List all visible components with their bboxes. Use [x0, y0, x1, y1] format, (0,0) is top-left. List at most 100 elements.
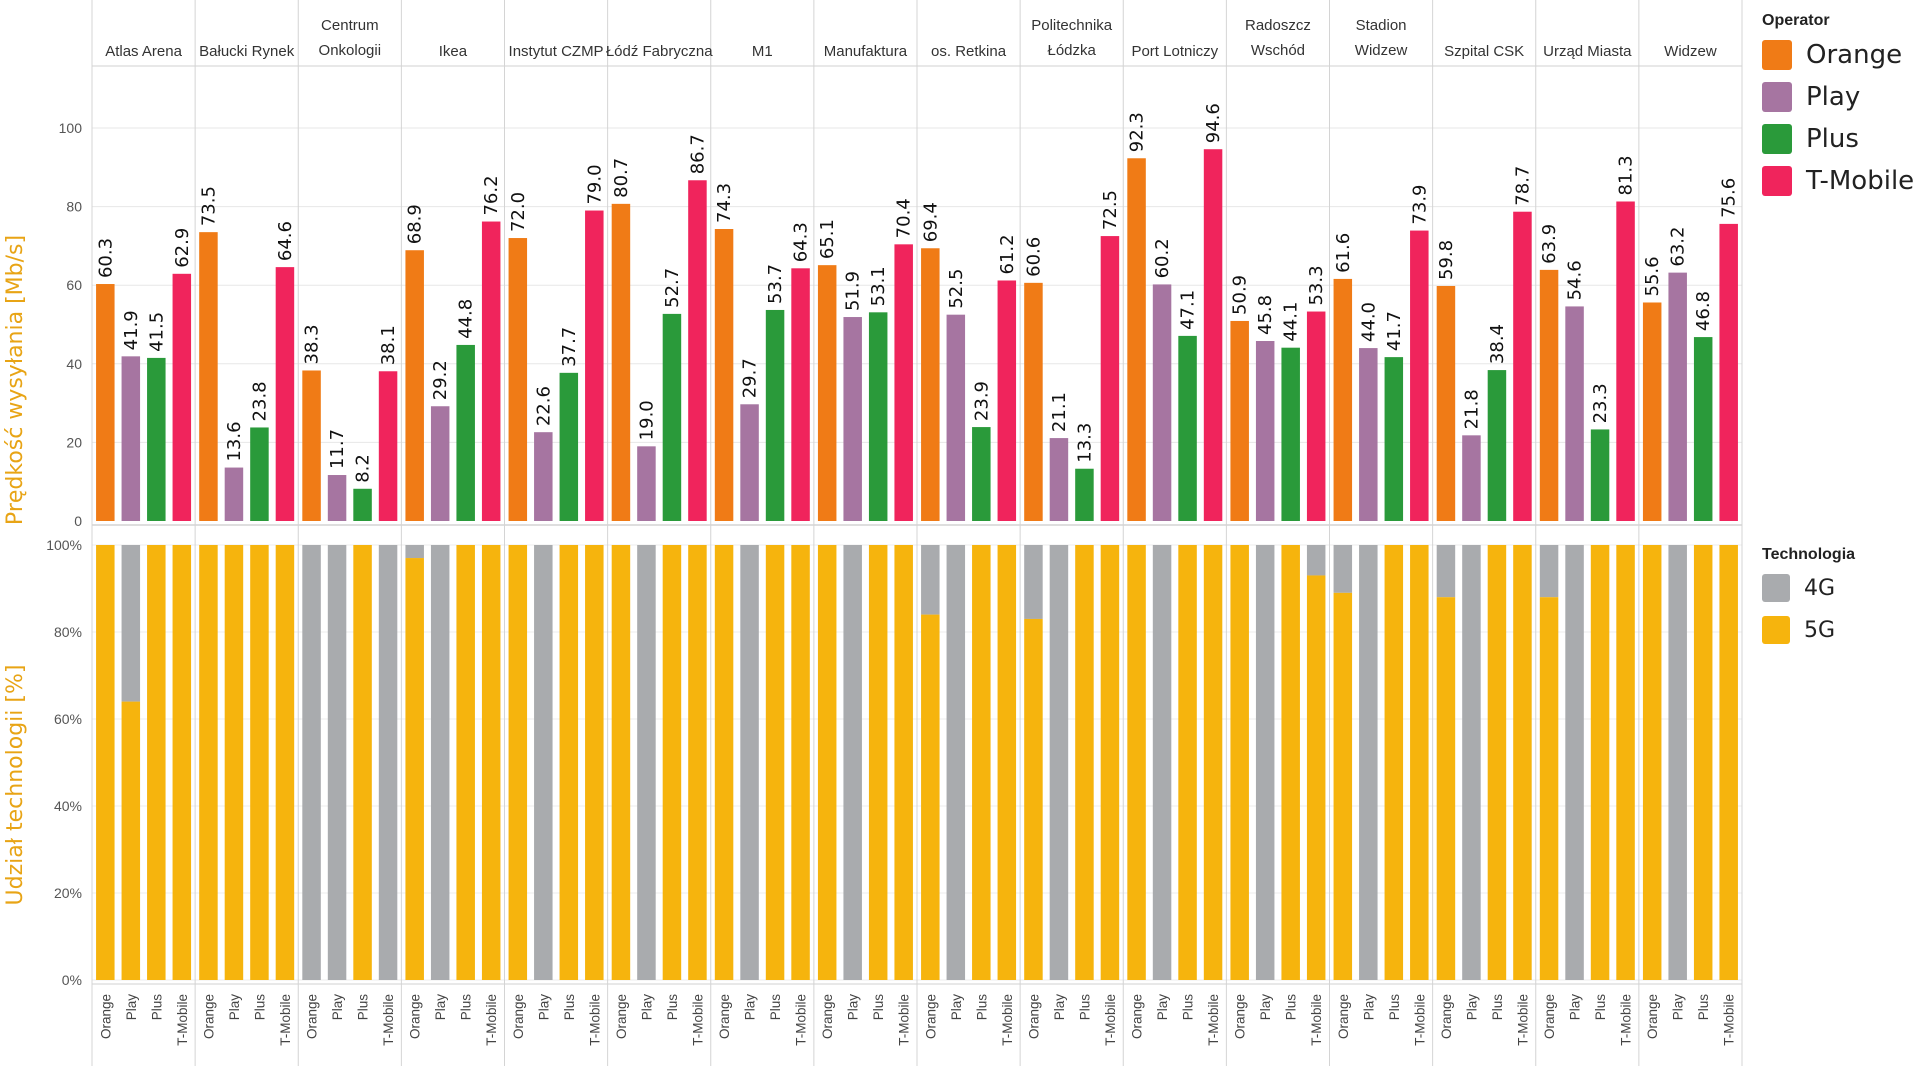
- category-label-line: Politechnika: [1031, 17, 1113, 34]
- tech-5g-bar: [1281, 545, 1300, 980]
- speed-value-label: 54.6: [1565, 260, 1586, 300]
- tech-5g-bar: [1230, 545, 1249, 980]
- technology-legend-item[interactable]: 5G: [1762, 616, 1855, 644]
- speed-bar: [1100, 236, 1120, 521]
- tech-5g-bar: [817, 545, 837, 980]
- speed-bar: [147, 357, 166, 521]
- tech-5g-bar: [1513, 545, 1532, 980]
- speed-bar: [817, 265, 837, 521]
- tech-4g-bar: [1024, 545, 1043, 619]
- tech-5g-bar: [1719, 545, 1738, 980]
- speed-bar: [1462, 435, 1481, 521]
- tech-4g-bar: [121, 545, 141, 702]
- operator-legend-item[interactable]: Plus: [1762, 124, 1914, 154]
- category-label: Atlas Arena: [105, 43, 182, 60]
- category-label-line: Radoszcz: [1245, 17, 1311, 34]
- technology-legend-item[interactable]: 4G: [1762, 574, 1855, 602]
- speed-bar: [688, 180, 707, 522]
- tech-y-tick: 100%: [46, 537, 82, 553]
- speed-value-label: 75.6: [1719, 178, 1740, 218]
- category-label-line: Onkologii: [319, 42, 382, 59]
- tech-5g-bar: [559, 545, 579, 980]
- category-label: Radoszcz Wschód: [1245, 17, 1311, 59]
- operator-legend-item[interactable]: Orange: [1762, 40, 1914, 70]
- tech-4g-bar: [1359, 545, 1378, 980]
- operator-x-tick: Orange: [1645, 994, 1660, 1039]
- speed-value-label: 21.1: [1049, 392, 1070, 432]
- speed-bar: [972, 427, 991, 521]
- speed-y-tick: 100: [59, 120, 83, 136]
- speed-bar: [1306, 311, 1326, 521]
- speed-value-label: 73.5: [198, 186, 219, 226]
- operator-x-tick: Plus: [768, 994, 783, 1021]
- speed-bar: [1693, 337, 1713, 521]
- speed-value-label: 60.3: [95, 238, 116, 278]
- tech-5g-bar: [353, 545, 372, 980]
- speed-bar: [1513, 211, 1532, 522]
- tech-5g-bar: [456, 545, 475, 980]
- tech-y-tick: 20%: [54, 885, 82, 901]
- tech-5g-bar: [405, 558, 424, 980]
- operator-x-tick: Orange: [408, 994, 423, 1039]
- speed-value-label: 53.1: [868, 266, 889, 306]
- speed-bar: [1487, 370, 1507, 521]
- speed-bar: [765, 309, 785, 521]
- speed-y-axis-label: Prędkość wysyłania [Mb/s]: [3, 235, 28, 525]
- speed-bar: [1255, 341, 1275, 521]
- speed-value-label: 11.7: [327, 429, 348, 469]
- speed-value-label: 50.9: [1230, 275, 1251, 315]
- speed-value-label: 94.6: [1203, 103, 1224, 143]
- tech-5g-bar: [1539, 597, 1559, 980]
- tech-5g-bar: [508, 545, 528, 980]
- speed-value-label: 46.8: [1693, 291, 1714, 331]
- speed-bar: [1281, 347, 1300, 521]
- speed-value-label: 65.1: [817, 219, 838, 259]
- speed-bar: [1049, 438, 1069, 521]
- speed-value-label: 76.2: [481, 175, 502, 215]
- operator-x-tick: T-Mobile: [1103, 994, 1118, 1046]
- operator-legend-swatch: [1762, 40, 1792, 70]
- speed-bar: [275, 267, 295, 521]
- tech-5g-bar: [1203, 545, 1223, 980]
- speed-bar: [1565, 306, 1584, 521]
- operator-x-tick: Plus: [252, 994, 267, 1021]
- operator-x-tick: Plus: [1490, 994, 1505, 1021]
- speed-value-label: 37.7: [559, 327, 580, 367]
- speed-value-label: 74.3: [714, 183, 735, 223]
- speed-value-label: 68.9: [405, 204, 426, 244]
- operator-x-tick: Play: [433, 994, 448, 1021]
- technology-legend-title: Technologia: [1762, 546, 1856, 563]
- speed-bar: [250, 427, 269, 521]
- tech-4g-bar: [1152, 545, 1172, 980]
- category-label: Politechnika Łódzka: [1031, 17, 1113, 59]
- speed-bar: [559, 372, 579, 521]
- operator-x-tick: Orange: [923, 994, 938, 1039]
- tech-y-tick: 40%: [54, 798, 82, 814]
- speed-bar: [611, 203, 631, 521]
- tech-5g-bar: [1075, 545, 1094, 980]
- category-label: Widzew: [1664, 43, 1717, 60]
- operator-legend-item[interactable]: T-Mobile: [1762, 166, 1914, 196]
- operator-x-tick: Play: [1155, 994, 1170, 1021]
- speed-value-label: 29.7: [740, 358, 761, 398]
- category-label: Łódź Fabryczna: [606, 43, 713, 60]
- operator-legend-swatch: [1762, 124, 1792, 154]
- operator-x-tick: Orange: [820, 994, 835, 1039]
- speed-value-label: 72.5: [1100, 190, 1121, 230]
- speed-value-label: 78.7: [1512, 166, 1533, 206]
- speed-value-label: 45.8: [1255, 295, 1276, 335]
- operator-x-tick: Play: [330, 994, 345, 1021]
- tech-5g-bar: [765, 545, 785, 980]
- speed-value-label: 21.8: [1461, 389, 1482, 429]
- tech-5g-bar: [121, 701, 141, 980]
- category-label-line: Łódzka: [1048, 42, 1097, 59]
- speed-y-tick: 60: [66, 277, 82, 293]
- operator-x-tick: Orange: [201, 994, 216, 1039]
- operator-x-tick: T-Mobile: [175, 994, 190, 1046]
- operator-x-tick: Orange: [614, 994, 629, 1039]
- speed-bar: [1616, 201, 1635, 521]
- technology-legend-swatch: [1762, 616, 1790, 644]
- operator-legend-label: Plus: [1806, 124, 1859, 154]
- tech-5g-bar: [1306, 575, 1326, 980]
- operator-legend-item[interactable]: Play: [1762, 82, 1914, 112]
